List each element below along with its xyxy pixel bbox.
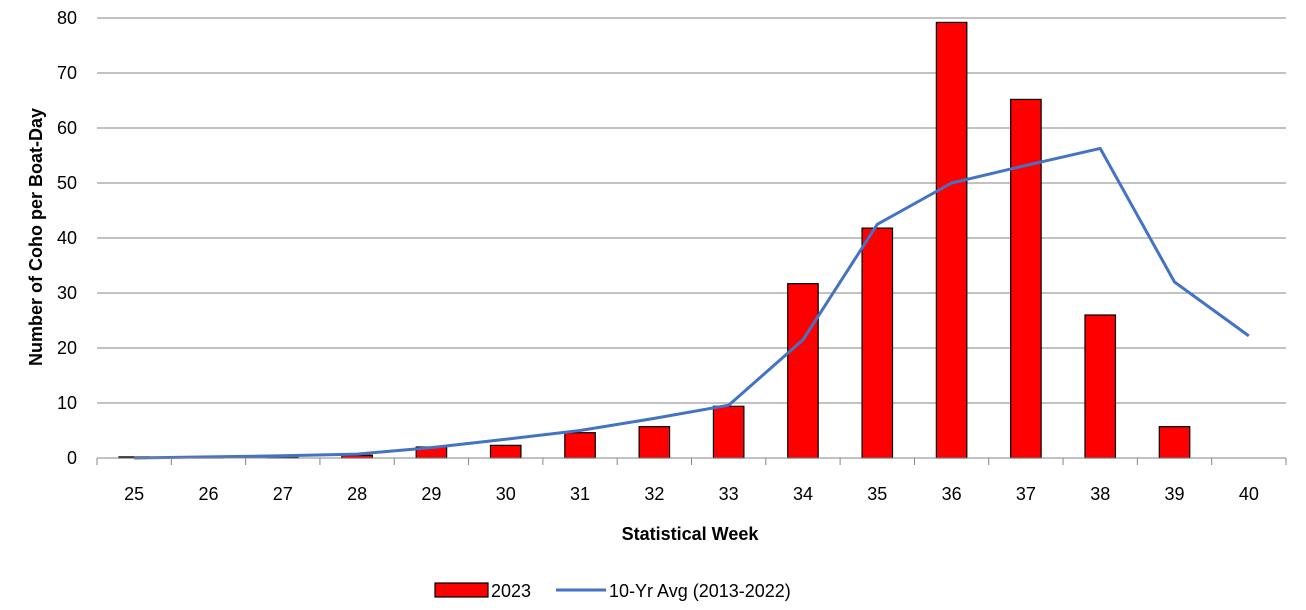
y-tick-label: 80 <box>57 8 77 28</box>
y-axis-ticks: 0 10 20 30 40 50 60 70 80 <box>57 8 77 468</box>
bar <box>1158 426 1191 459</box>
bar <box>489 444 522 459</box>
x-tick-label: 35 <box>867 484 887 504</box>
x-tick-label: 40 <box>1239 484 1259 504</box>
x-tick-label: 37 <box>1016 484 1036 504</box>
x-axis-ticks: 25 26 27 28 29 30 31 32 33 34 35 36 37 38 39 40 <box>96 458 1287 504</box>
y-tick-label: 60 <box>57 118 77 138</box>
bar <box>1084 314 1117 459</box>
x-tick-label: 31 <box>570 484 590 504</box>
bar-series-2023 <box>118 21 1191 459</box>
bar <box>861 227 894 459</box>
line-series-10yr-avg <box>134 146 1250 460</box>
legend-label-10yr-avg: 10-Yr Avg (2013-2022) <box>609 581 791 601</box>
bar <box>935 21 968 459</box>
x-tick-label: 38 <box>1090 484 1110 504</box>
bar <box>787 283 819 459</box>
x-tick-label: 28 <box>347 484 367 504</box>
x-tick-label: 33 <box>719 484 739 504</box>
legend-label-2023: 2023 <box>491 581 531 601</box>
x-tick-label: 30 <box>496 484 516 504</box>
legend-swatch-2023 <box>434 582 489 598</box>
x-axis-title: Statistical Week <box>622 524 760 544</box>
y-tick-label: 40 <box>57 228 77 248</box>
series-line <box>134 146 1250 460</box>
legend-item-10yr-avg: 10-Yr Avg (2013-2022) <box>556 581 791 601</box>
bar <box>1010 98 1042 459</box>
x-tick-label: 26 <box>198 484 218 504</box>
y-tick-label: 20 <box>57 338 77 358</box>
x-tick-label: 32 <box>644 484 664 504</box>
x-tick-label: 25 <box>124 484 144 504</box>
gridlines <box>97 17 1286 404</box>
x-tick-label: 39 <box>1165 484 1185 504</box>
y-tick-label: 50 <box>57 173 77 193</box>
legend-item-2023: 2023 <box>434 581 531 601</box>
legend: 2023 10-Yr Avg (2013-2022) <box>434 581 791 601</box>
y-axis-title: Number of Coho per Boat-Day <box>26 108 46 366</box>
x-tick-label: 36 <box>942 484 962 504</box>
y-tick-label: 0 <box>67 448 77 468</box>
x-tick-label: 27 <box>273 484 293 504</box>
y-tick-label: 30 <box>57 283 77 303</box>
bar <box>712 405 745 459</box>
x-tick-label: 29 <box>421 484 441 504</box>
bar <box>638 426 671 459</box>
y-tick-label: 10 <box>57 393 77 413</box>
x-tick-label: 34 <box>793 484 813 504</box>
y-tick-label: 70 <box>57 63 77 83</box>
bar <box>564 432 596 459</box>
